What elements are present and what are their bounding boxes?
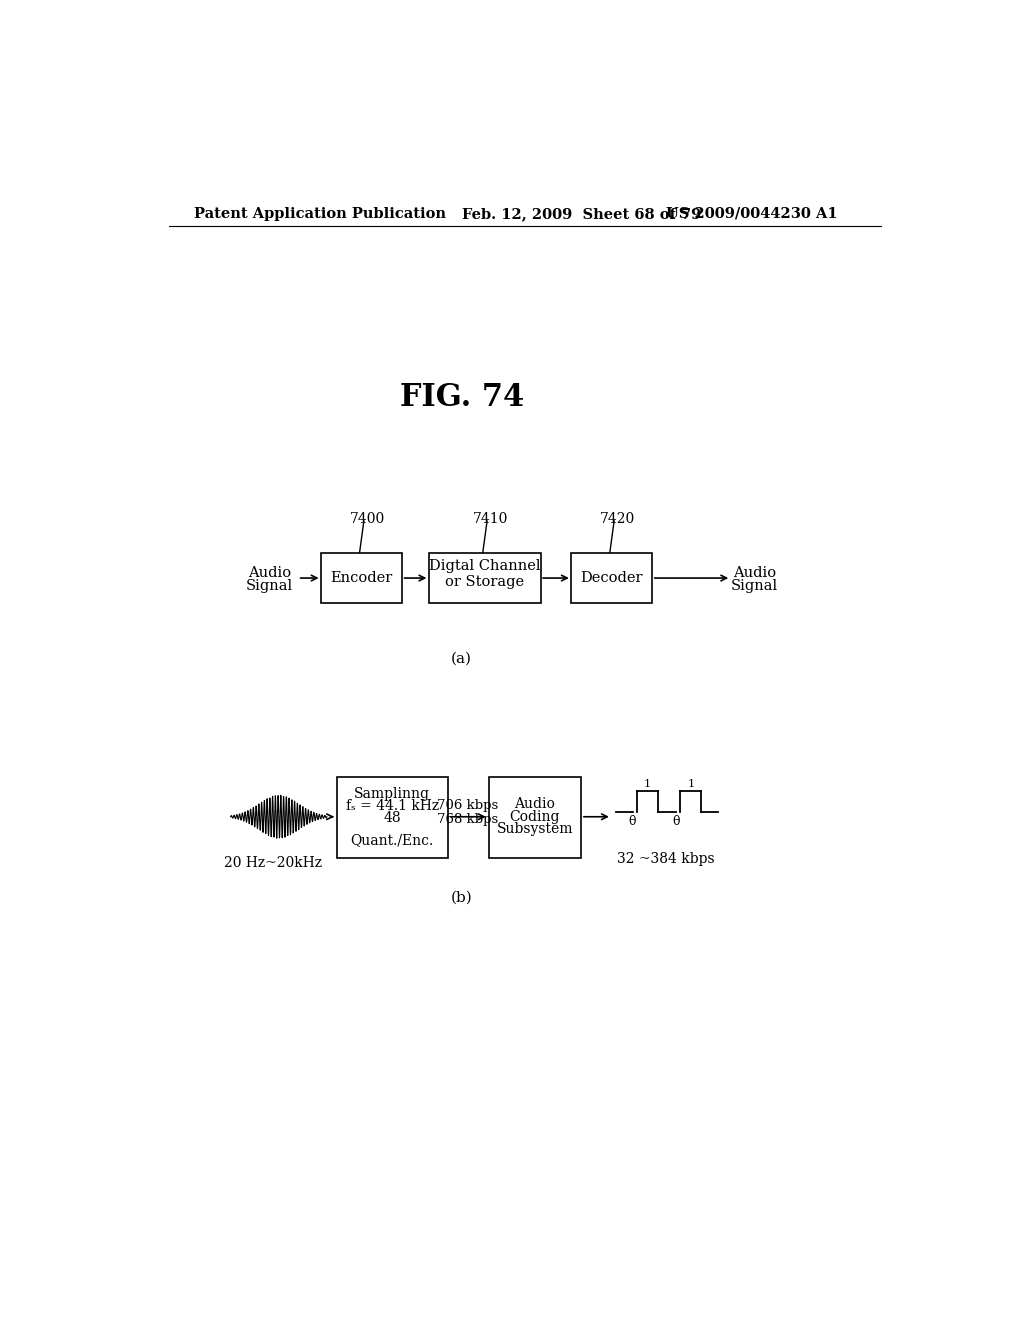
Text: 32 ~384 kbps: 32 ~384 kbps [616, 853, 715, 866]
Text: Audio: Audio [733, 566, 776, 579]
Text: FIG. 74: FIG. 74 [399, 381, 524, 413]
Text: Patent Application Publication: Patent Application Publication [194, 207, 445, 220]
Text: 7400: 7400 [350, 512, 385, 525]
Bar [571, 553, 652, 603]
Text: 48: 48 [384, 812, 401, 825]
Text: Digtal Channel
or Storage: Digtal Channel or Storage [429, 560, 541, 589]
Bar [429, 553, 541, 603]
Bar [322, 553, 402, 603]
Bar [488, 776, 581, 858]
Text: Audio: Audio [514, 797, 555, 812]
Text: Signal: Signal [731, 578, 778, 593]
Text: fₛ = 44.1 kHz: fₛ = 44.1 kHz [346, 799, 439, 813]
Text: Encoder: Encoder [331, 572, 392, 585]
Text: θ: θ [629, 814, 636, 828]
Text: 1: 1 [687, 779, 694, 789]
Text: Quant./Enc.: Quant./Enc. [351, 833, 434, 847]
Text: 7410: 7410 [473, 512, 509, 525]
Text: Feb. 12, 2009  Sheet 68 of 79: Feb. 12, 2009 Sheet 68 of 79 [462, 207, 700, 220]
Text: 768 kbps: 768 kbps [437, 813, 499, 825]
Text: (a): (a) [452, 652, 472, 665]
Text: 1: 1 [644, 779, 651, 789]
Text: Audio: Audio [248, 566, 291, 579]
Text: (b): (b) [451, 891, 472, 904]
Text: 7420: 7420 [600, 512, 636, 525]
Text: θ: θ [672, 814, 680, 828]
Text: Decoder: Decoder [581, 572, 643, 585]
Bar [337, 776, 449, 858]
Text: US 2009/0044230 A1: US 2009/0044230 A1 [666, 207, 838, 220]
Text: Coding: Coding [510, 809, 560, 824]
Text: Subsystem: Subsystem [497, 822, 573, 836]
Text: Signal: Signal [246, 578, 293, 593]
Text: 706 kbps: 706 kbps [437, 800, 499, 813]
Text: Samplinng: Samplinng [354, 787, 430, 801]
Text: 20 Hz~20kHz: 20 Hz~20kHz [224, 855, 322, 870]
